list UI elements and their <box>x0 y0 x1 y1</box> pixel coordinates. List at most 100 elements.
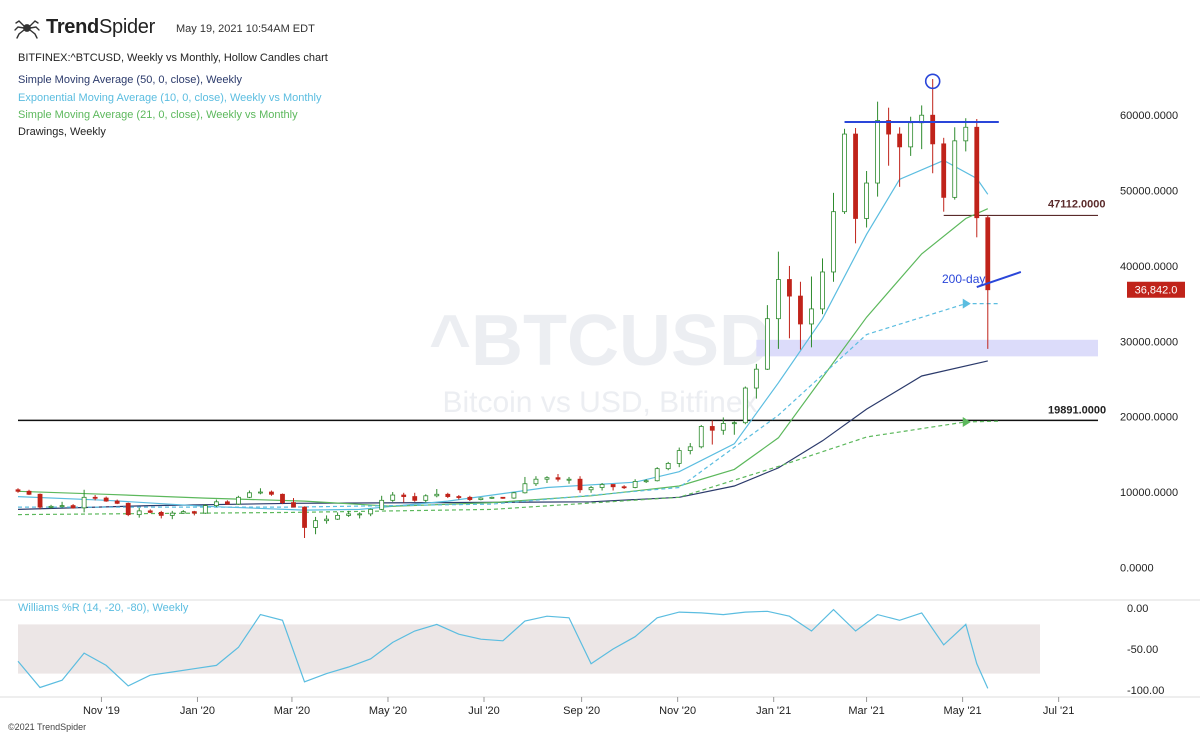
candle-body <box>16 490 20 492</box>
y-tick-label: 0.0000 <box>1120 562 1154 574</box>
candle-body <box>93 497 97 498</box>
candle-body <box>953 141 957 198</box>
candle-body <box>776 280 780 319</box>
x-tick-label: Jul '20 <box>468 705 499 717</box>
candle-body <box>490 497 494 498</box>
candle-body <box>809 309 813 324</box>
candle-body <box>765 319 769 369</box>
williams-r-tick-label: -50.00 <box>1127 644 1158 656</box>
candle-body <box>148 511 152 513</box>
candle-body <box>876 120 880 183</box>
candle-body <box>567 479 571 480</box>
candle-body <box>909 123 913 147</box>
x-tick-label: May '20 <box>369 705 407 717</box>
x-tick-label: Sep '20 <box>563 705 600 717</box>
y-tick-label: 10000.0000 <box>1120 487 1178 499</box>
candle-body <box>556 478 560 480</box>
williams-r-band <box>18 624 1040 673</box>
candle-body <box>391 495 395 500</box>
candle-body <box>137 511 141 515</box>
candle-body <box>832 212 836 272</box>
candle-body <box>655 469 659 481</box>
candle-body <box>71 506 75 508</box>
indicator-legend-sma50[interactable]: Simple Moving Average (50, 0, close), We… <box>18 74 242 86</box>
candle-body <box>435 494 439 496</box>
candle-body <box>975 127 979 217</box>
candle-body <box>369 509 373 514</box>
watermark-symbol: ^BTCUSD <box>429 301 771 381</box>
y-tick-label: 50000.0000 <box>1120 186 1178 198</box>
candle-body <box>644 481 648 482</box>
ma-marker-icon <box>963 299 971 309</box>
candle-body <box>49 506 53 507</box>
horizontal-level-label: 19891.0000 <box>1048 404 1106 416</box>
candle-body <box>931 115 935 144</box>
candle-body <box>732 423 736 424</box>
candle-body <box>325 519 329 521</box>
candle-body <box>236 497 240 504</box>
candle-body <box>721 423 725 430</box>
y-tick-label: 30000.0000 <box>1120 336 1178 348</box>
candle-body <box>820 272 824 309</box>
indicator-legend-sma21[interactable]: Simple Moving Average (21, 0, close), We… <box>18 109 298 121</box>
x-tick-label: Mar '21 <box>848 705 884 717</box>
candle-body <box>798 296 802 324</box>
candle-body <box>589 488 593 490</box>
candle-body <box>865 183 869 218</box>
candle-body <box>600 484 604 487</box>
candle-body <box>181 512 185 514</box>
candle-body <box>269 492 273 494</box>
candle-body <box>413 497 417 501</box>
candle-body <box>380 500 384 509</box>
copyright: ©2021 TrendSpider <box>8 722 86 732</box>
candle-body <box>754 369 758 388</box>
candle-body <box>358 514 362 515</box>
candle-body <box>457 497 461 498</box>
candle-body <box>292 503 296 508</box>
candle-body <box>203 506 207 514</box>
candle-body <box>578 479 582 490</box>
y-tick-label: 40000.0000 <box>1120 261 1178 273</box>
candle-body <box>699 426 703 446</box>
candle-body <box>115 501 119 503</box>
moving-average-line-0 <box>18 361 988 510</box>
ma-marker-icon <box>963 417 971 427</box>
candle-body <box>633 481 637 487</box>
candle-body <box>545 478 549 480</box>
candle-body <box>82 497 86 508</box>
indicator-legend-drawings[interactable]: Drawings, Weekly <box>18 126 106 138</box>
candle-body <box>27 491 31 494</box>
candle-body <box>104 498 108 501</box>
candle-body <box>126 503 130 514</box>
candle-body <box>170 513 174 515</box>
candle-body <box>314 521 318 528</box>
line-200-day-label: 200-day <box>942 272 985 286</box>
indicator-legend-ema10[interactable]: Exponential Moving Average (10, 0, close… <box>18 92 321 104</box>
x-tick-label: Jul '21 <box>1043 705 1074 717</box>
candle-body <box>666 463 670 468</box>
candle-body <box>424 496 428 501</box>
candle-body <box>402 495 406 497</box>
candle-body <box>534 479 538 484</box>
candle-body <box>159 512 163 515</box>
candle-body <box>214 502 218 506</box>
candle-body <box>787 280 791 297</box>
y-tick-label: 60000.0000 <box>1120 110 1178 122</box>
candle-body <box>898 134 902 147</box>
candle-body <box>622 487 626 488</box>
williams-r-tick-label: 0.00 <box>1127 603 1148 615</box>
candle-body <box>258 492 262 493</box>
williams-r-legend[interactable]: Williams %R (14, -20, -80), Weekly <box>18 602 188 614</box>
candle-body <box>964 127 968 141</box>
moving-average-line-4 <box>18 421 999 514</box>
horizontal-level-label: 47112.0000 <box>1048 198 1106 210</box>
x-tick-label: Jan '21 <box>756 705 791 717</box>
candle-body <box>468 497 472 499</box>
candle-body <box>743 388 747 423</box>
candle-body <box>280 494 284 502</box>
candle-body <box>225 502 229 504</box>
candle-body <box>611 484 615 486</box>
x-tick-label: Nov '19 <box>83 705 120 717</box>
candle-body <box>843 134 847 212</box>
y-tick-label: 20000.0000 <box>1120 412 1178 424</box>
